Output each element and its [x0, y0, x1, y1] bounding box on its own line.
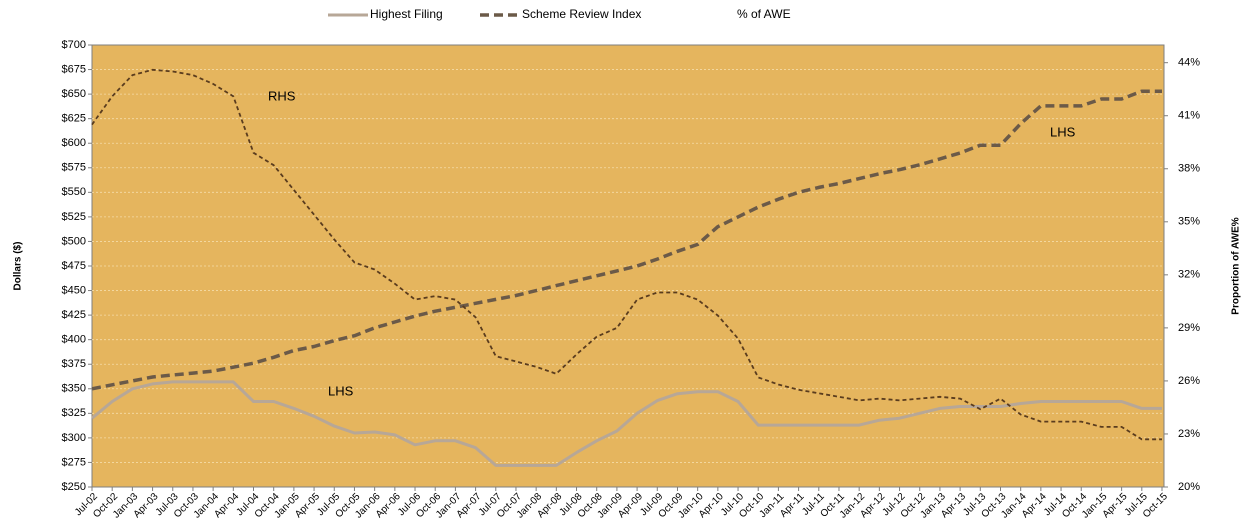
y-tick-label: $300	[62, 432, 86, 444]
y-tick-label: $425	[62, 309, 86, 321]
y-axis-title: Dollars ($)	[13, 242, 24, 291]
series-line	[91, 89, 1162, 391]
annotation: LHS	[328, 383, 354, 398]
annotation: LHS	[1050, 124, 1076, 139]
y-tick-label: $450	[62, 284, 86, 296]
y-tick-label: $500	[62, 235, 86, 247]
legend-label: % of AWE	[737, 7, 791, 21]
y2-axis-title: Proportion of AWE%	[1231, 217, 1242, 315]
y-tick-label: $475	[62, 260, 86, 272]
series-line	[91, 68, 1162, 441]
y-tick-label: $625	[62, 113, 86, 125]
y-tick-label: $350	[62, 383, 86, 395]
y2-tick-label: 41%	[1178, 110, 1200, 122]
y2-tick-label: 26%	[1178, 375, 1200, 387]
y-tick-label: $700	[62, 39, 86, 51]
y-tick-label: $250	[62, 481, 86, 493]
y-tick-label: $275	[62, 456, 86, 468]
y2-tick-label: 44%	[1178, 57, 1200, 69]
y-tick-label: $675	[62, 63, 86, 75]
y-tick-label: $400	[62, 334, 86, 346]
y-tick-label: $600	[62, 137, 86, 149]
y2-tick-label: 29%	[1178, 322, 1200, 334]
annotation: RHS	[268, 88, 296, 103]
y-tick-label: $375	[62, 358, 86, 370]
y-tick-label: $550	[62, 186, 86, 198]
y-tick-label: $325	[62, 407, 86, 419]
y-tick-label: $575	[62, 162, 86, 174]
y2-tick-label: 35%	[1178, 216, 1200, 228]
y2-tick-label: 23%	[1178, 428, 1200, 440]
legend-label: Highest Filing	[370, 7, 443, 21]
y2-tick-label: 20%	[1178, 481, 1200, 493]
y2-tick-label: 32%	[1178, 269, 1200, 281]
y-tick-label: $525	[62, 211, 86, 223]
y2-tick-label: 38%	[1178, 163, 1200, 175]
legend-label: Scheme Review Index	[522, 7, 641, 21]
y-tick-label: $650	[62, 88, 86, 100]
legend-item: Highest Filing	[328, 7, 443, 21]
legend-item: Scheme Review Index	[480, 7, 641, 21]
legend-item: % of AWE	[737, 7, 791, 21]
